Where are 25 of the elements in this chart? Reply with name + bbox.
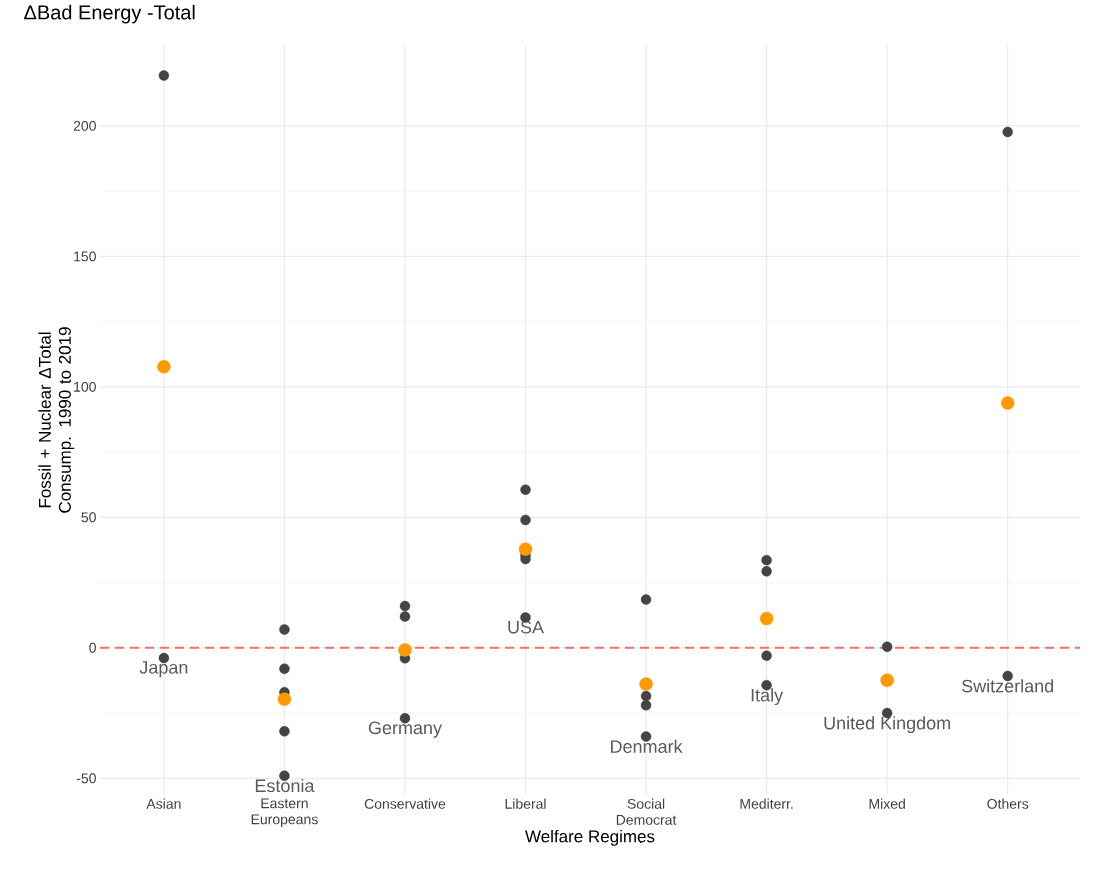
y-axis-title: Fossil + Nuclear ΔTotal Consump. 1990 to 2019	[38, 327, 75, 513]
annotation: Italy	[751, 688, 784, 706]
annotation: Estonia	[255, 778, 315, 793]
annotation: Switzerland	[961, 679, 1054, 693]
x-tick-label: Eastern Europeans	[251, 798, 318, 828]
x-tick-label: Social Democrat	[616, 798, 677, 825]
x-tick-label: Others	[987, 798, 1029, 809]
x-tick-label: Mediterr.	[740, 798, 793, 809]
y-tick-label: 100	[74, 381, 96, 392]
y-tick-label: 0	[89, 642, 96, 653]
annotation: Denmark	[611, 739, 683, 753]
annotation: USA	[508, 620, 544, 634]
annotation: United Kingdom	[824, 716, 950, 734]
annotation: Germany	[368, 721, 442, 738]
x-tick-label: Asian	[146, 798, 181, 809]
y-tick-label: 50	[81, 512, 96, 523]
x-tick-label: Conservative	[364, 798, 446, 809]
annotation: Japan	[139, 661, 188, 678]
x-tick-label: Mixed	[869, 798, 905, 809]
chart-title: ΔBad Energy -Total	[24, 4, 195, 24]
x-tick-label: Liberal	[505, 798, 546, 809]
x-axis-title: Welfare Regimes	[525, 829, 655, 846]
y-tick-label: 150	[74, 251, 96, 262]
y-tick-label: -50	[76, 773, 96, 784]
y-tick-label: 200	[73, 120, 96, 131]
